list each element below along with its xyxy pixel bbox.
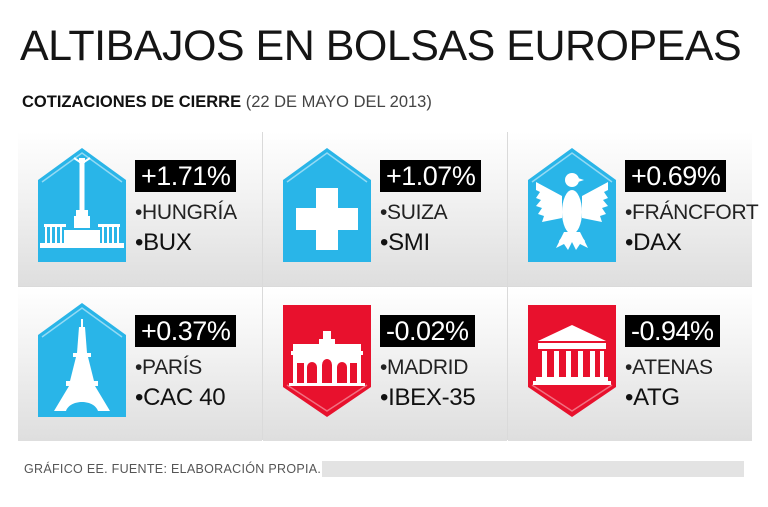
market-location: •SUIZA [380,201,448,224]
swiss-cross-icon [279,146,375,266]
market-location: •HUNGRÍA [135,201,237,224]
market-location: •ATENAS [625,356,713,379]
page-title: ALTIBAJOS EN BOLSAS EUROPEAS [20,22,742,70]
market-card-hungria: +1.71% •HUNGRÍA •BUX [18,132,262,286]
market-card-atenas: -0.94% •ATENAS •ATG [508,287,752,441]
market-location: •FRÁNCFORT [625,201,759,224]
market-location: •PARÍS [135,356,203,379]
change-value: -0.02% [380,315,475,347]
subtitle-date: (22 DE MAYO DEL 2013) [241,93,432,111]
market-index: •DAX [625,229,682,256]
subtitle-main: COTIZACIONES DE CIERRE [22,93,242,111]
source-note: GRÁFICO EE. FUENTE: ELABORACIÓN PROPIA. [24,462,322,476]
markets-grid: +1.71% •HUNGRÍA •BUX +1.07% •SUIZA •SMI [18,132,759,441]
change-value: +0.69% [625,160,727,192]
subtitle: COTIZACIONES DE CIERRE (22 DE MAYO DEL 2… [22,93,432,112]
market-card-francfort: +0.69% •FRÁNCFORT •DAX [508,132,759,286]
change-value: +0.37% [135,315,237,347]
divider [18,286,752,287]
market-index: •ATG [625,384,680,411]
eiffel-tower-icon [34,301,130,421]
eagle-icon [524,146,620,266]
market-card-paris: +0.37% •PARÍS •CAC 40 [18,287,262,441]
market-card-suiza: +1.07% •SUIZA •SMI [263,132,507,286]
footer-bar [322,461,744,477]
market-index: •IBEX-35 [380,384,476,411]
market-location: •MADRID [380,356,469,379]
market-index: •CAC 40 [135,384,226,411]
market-index: •BUX [135,229,192,256]
market-index: •SMI [380,229,430,256]
change-value: +1.07% [380,160,482,192]
gate-icon [279,301,375,421]
market-card-madrid: -0.02% •MADRID •IBEX-35 [263,287,507,441]
temple-icon [524,301,620,421]
change-value: -0.94% [625,315,720,347]
change-value: +1.71% [135,160,237,192]
monument-icon [34,146,130,266]
